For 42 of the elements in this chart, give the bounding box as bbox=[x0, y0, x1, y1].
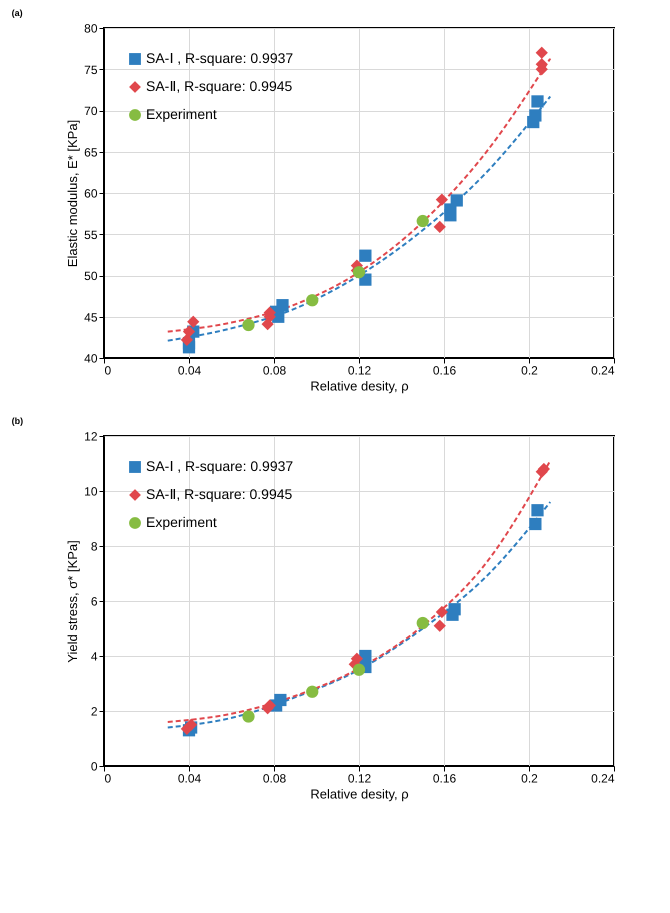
y-tick-label: 60 bbox=[84, 186, 98, 200]
y-tick-label: 80 bbox=[84, 22, 98, 36]
legend-label: SA-Ⅰ , R-square: 0.9937 bbox=[146, 458, 294, 474]
legend-label: SA-Ⅱ, R-square: 0.9945 bbox=[146, 486, 293, 502]
y-tick-label: 12 bbox=[84, 430, 98, 444]
x-tick-label: 0.12 bbox=[348, 364, 372, 378]
text: (b) bbox=[12, 416, 24, 426]
x-tick-label: 0.16 bbox=[432, 364, 456, 378]
y-tick-label: 50 bbox=[84, 269, 98, 283]
y-tick-label: 55 bbox=[84, 228, 98, 242]
x-tick-label: 0.2 bbox=[521, 364, 538, 378]
y-tick-label: 0 bbox=[90, 760, 98, 774]
legend-label: SA-Ⅱ, R-square: 0.9945 bbox=[146, 78, 293, 94]
x-tick-label: 0.04 bbox=[178, 772, 202, 786]
text: (a) bbox=[12, 8, 23, 18]
legend-label: SA-Ⅰ , R-square: 0.9937 bbox=[146, 50, 294, 66]
x-tick-label: 0.24 bbox=[591, 772, 615, 786]
x-tick-label: 0 bbox=[104, 364, 112, 378]
legend-label: Experiment bbox=[146, 514, 217, 530]
x-axis-title: Relative desity, ρ bbox=[310, 378, 409, 394]
x-tick-label: 0 bbox=[104, 772, 112, 786]
y-tick-label: 4 bbox=[90, 650, 98, 664]
x-tick-label: 0.16 bbox=[432, 772, 456, 786]
y-axis-title: Yield stress, σ* [KPa] bbox=[65, 540, 80, 663]
x-axis-title: Relative desity, ρ bbox=[310, 786, 409, 802]
x-tick-label: 0.2 bbox=[521, 772, 538, 786]
y-tick-label: 8 bbox=[90, 540, 98, 554]
y-tick-label: 2 bbox=[90, 704, 98, 718]
x-tick-label: 0.12 bbox=[348, 772, 372, 786]
y-tick-label: 45 bbox=[84, 310, 98, 324]
x-tick-label: 0.24 bbox=[591, 364, 615, 378]
y-tick-label: 65 bbox=[84, 145, 98, 160]
y-tick-label: 6 bbox=[90, 594, 98, 608]
y-tick-label: 10 bbox=[84, 484, 98, 498]
y-axis-title: Elastic modulus, E* [KPa] bbox=[65, 120, 80, 268]
x-tick-label: 0.08 bbox=[262, 772, 286, 786]
x-tick-label: 0.04 bbox=[178, 364, 202, 378]
y-tick-label: 70 bbox=[84, 104, 98, 118]
y-tick-label: 75 bbox=[84, 62, 98, 77]
legend-label: Experiment bbox=[146, 106, 217, 122]
x-tick-label: 0.08 bbox=[262, 364, 286, 378]
y-tick-label: 40 bbox=[84, 352, 98, 366]
